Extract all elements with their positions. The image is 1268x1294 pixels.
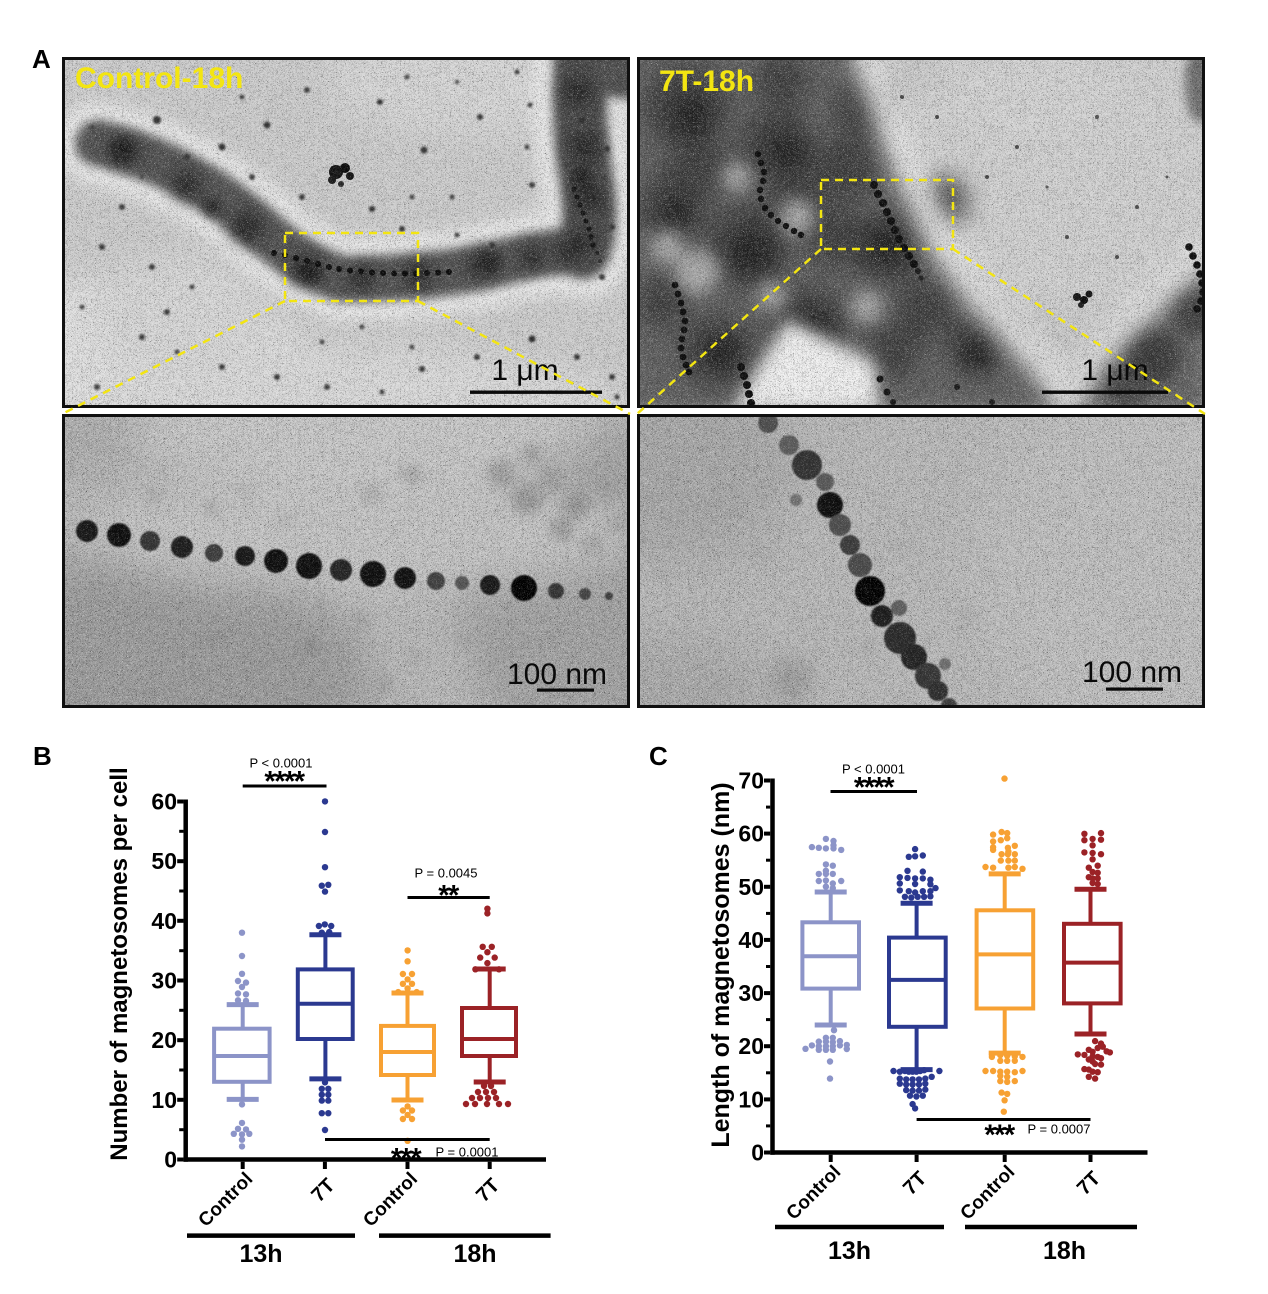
svg-text:***: *** bbox=[391, 1143, 423, 1175]
svg-text:P = 0.0007: P = 0.0007 bbox=[1027, 1122, 1090, 1137]
svg-text:P = 0.0045: P = 0.0045 bbox=[414, 866, 477, 881]
svg-text:60: 60 bbox=[151, 789, 177, 815]
svg-text:Length of magnetosomes (nm): Length of magnetosomes (nm) bbox=[707, 782, 735, 1147]
svg-text:**: ** bbox=[438, 880, 460, 912]
svg-text:20: 20 bbox=[151, 1027, 177, 1053]
svg-text:A: A bbox=[32, 44, 51, 74]
svg-text:18h: 18h bbox=[453, 1240, 496, 1268]
svg-text:60: 60 bbox=[738, 821, 764, 847]
svg-text:P < 0.0001: P < 0.0001 bbox=[842, 762, 905, 777]
svg-text:Control: Control bbox=[783, 1162, 846, 1225]
svg-text:100 nm: 100 nm bbox=[1082, 656, 1182, 689]
svg-text:Control: Control bbox=[195, 1169, 258, 1232]
svg-text:40: 40 bbox=[738, 927, 764, 953]
svg-text:B: B bbox=[33, 741, 52, 771]
svg-text:1 μm: 1 μm bbox=[491, 354, 558, 387]
svg-text:0: 0 bbox=[751, 1140, 764, 1166]
svg-text:0: 0 bbox=[164, 1147, 177, 1173]
svg-text:100 nm: 100 nm bbox=[507, 658, 607, 691]
svg-text:Control: Control bbox=[359, 1169, 422, 1232]
svg-text:20: 20 bbox=[738, 1033, 764, 1059]
svg-text:7T-18h: 7T-18h bbox=[659, 65, 754, 98]
svg-text:7T: 7T bbox=[307, 1174, 339, 1206]
svg-text:50: 50 bbox=[738, 874, 764, 900]
svg-text:13h: 13h bbox=[239, 1240, 282, 1268]
svg-text:1 μm: 1 μm bbox=[1081, 354, 1148, 387]
svg-text:30: 30 bbox=[151, 968, 177, 994]
svg-text:10: 10 bbox=[151, 1087, 177, 1113]
svg-text:***: *** bbox=[984, 1120, 1016, 1152]
svg-text:10: 10 bbox=[738, 1086, 764, 1112]
svg-text:C: C bbox=[649, 741, 668, 771]
svg-text:30: 30 bbox=[738, 980, 764, 1006]
svg-text:Control: Control bbox=[957, 1162, 1020, 1225]
svg-text:7T: 7T bbox=[472, 1174, 504, 1206]
svg-text:40: 40 bbox=[151, 908, 177, 934]
svg-text:****: **** bbox=[264, 766, 305, 798]
svg-text:P = 0.0001: P = 0.0001 bbox=[435, 1145, 498, 1160]
svg-text:****: **** bbox=[854, 772, 895, 804]
svg-text:7T: 7T bbox=[899, 1167, 931, 1199]
svg-text:50: 50 bbox=[151, 848, 177, 874]
svg-text:Control-18h: Control-18h bbox=[75, 62, 243, 95]
svg-text:18h: 18h bbox=[1043, 1237, 1086, 1265]
svg-text:13h: 13h bbox=[828, 1237, 871, 1265]
svg-text:7T: 7T bbox=[1073, 1167, 1105, 1199]
svg-text:P < 0.0001: P < 0.0001 bbox=[249, 756, 312, 771]
svg-text:70: 70 bbox=[738, 768, 764, 794]
svg-text:Number of magnetosomes per cel: Number of magnetosomes per cell bbox=[106, 767, 133, 1160]
